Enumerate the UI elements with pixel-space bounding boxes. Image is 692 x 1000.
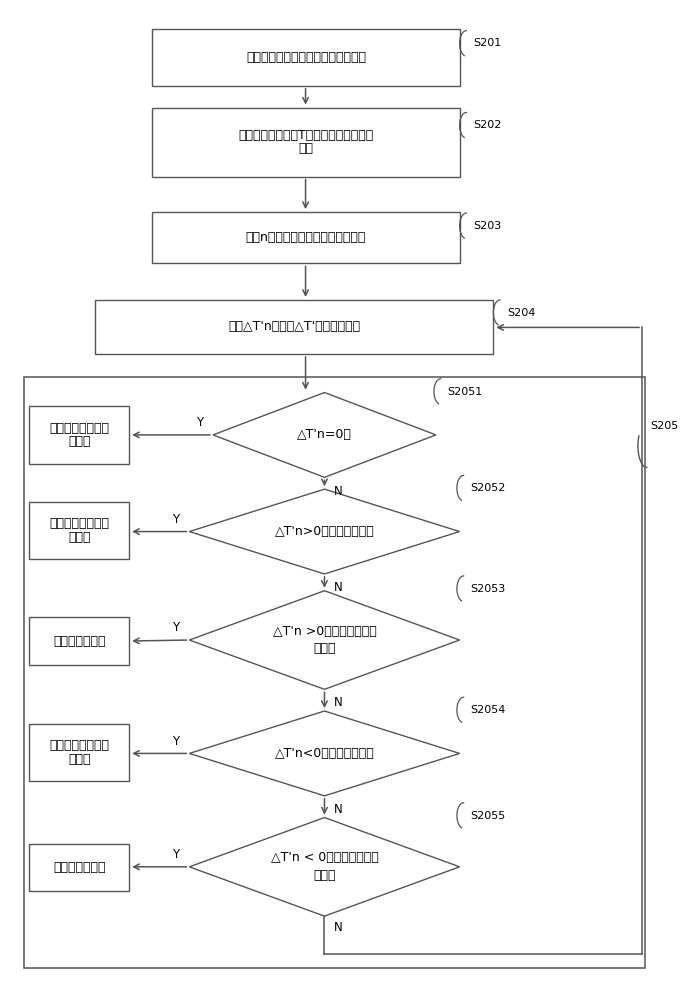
Polygon shape [190,818,459,916]
Text: S2052: S2052 [471,483,506,493]
Bar [29,844,129,891]
Text: N: N [334,581,343,594]
Bar [152,212,459,263]
Text: N: N [334,696,343,709]
Polygon shape [190,489,459,574]
Text: N: N [334,803,343,816]
Text: N: N [334,921,343,934]
Text: △T'n >0，且波动、递增: △T'n >0，且波动、递增 [273,625,376,638]
Text: S2053: S2053 [471,584,506,594]
Text: Y: Y [172,735,179,748]
Text: △T'n < 0，且波动、递增: △T'n < 0，且波动、递增 [271,851,379,864]
Bar [24,377,646,968]
Text: S203: S203 [473,221,502,231]
Text: △T'n<0，且递增趋势；: △T'n<0，且递增趋势； [275,747,374,760]
Text: 电子膨胀阀维持开: 电子膨胀阀维持开 [49,422,109,435]
Text: Y: Y [172,621,179,634]
Text: S202: S202 [473,120,502,130]
Bar [95,300,493,354]
Text: 电子膨胀阀开阀: 电子膨胀阀开阀 [53,861,105,874]
Bar [29,617,129,665]
Bar [152,108,459,177]
Text: 确定过热度目标值T和电子膨胀阀初始开: 确定过热度目标值T和电子膨胀阀初始开 [238,129,374,142]
Text: 计算△T'n、以及△T'的变化趋势；: 计算△T'n、以及△T'的变化趋势； [228,320,360,333]
Text: S2051: S2051 [448,387,483,397]
Text: S201: S201 [473,38,502,48]
Text: 趋势；: 趋势； [313,642,336,655]
Text: S204: S204 [507,308,536,318]
Text: 电子膨胀阀维持开: 电子膨胀阀维持开 [49,517,109,530]
Text: 采集环境温度信号、回水温度信号；: 采集环境温度信号、回水温度信号； [246,51,366,64]
Text: 趋势；: 趋势； [313,869,336,882]
Text: △T'n>0，且递减趋势；: △T'n>0，且递减趋势； [275,525,374,538]
Text: Y: Y [172,848,179,861]
Polygon shape [190,711,459,796]
Text: N: N [334,485,343,498]
Bar [29,502,129,559]
Polygon shape [190,591,459,689]
Polygon shape [213,393,436,477]
Text: Y: Y [172,513,179,526]
Bar [29,406,129,464]
Bar [29,724,129,781]
Text: Y: Y [196,416,203,429]
Text: 采集n组吸气压力和吸气温度信号；: 采集n组吸气压力和吸气温度信号； [246,231,366,244]
Text: 电子膨胀阀维持开: 电子膨胀阀维持开 [49,739,109,752]
Bar [152,29,459,86]
Text: S205: S205 [650,421,678,431]
Text: S2054: S2054 [471,705,506,715]
Text: 度；: 度； [298,142,313,155]
Text: 度不变: 度不变 [68,753,91,766]
Text: △T'n=0；: △T'n=0； [297,428,352,441]
Text: 度不变: 度不变 [68,435,91,448]
Text: S2055: S2055 [471,811,506,821]
Text: 度不变: 度不变 [68,531,91,544]
Text: 电子膨胀阀关阀: 电子膨胀阀关阀 [53,635,105,648]
